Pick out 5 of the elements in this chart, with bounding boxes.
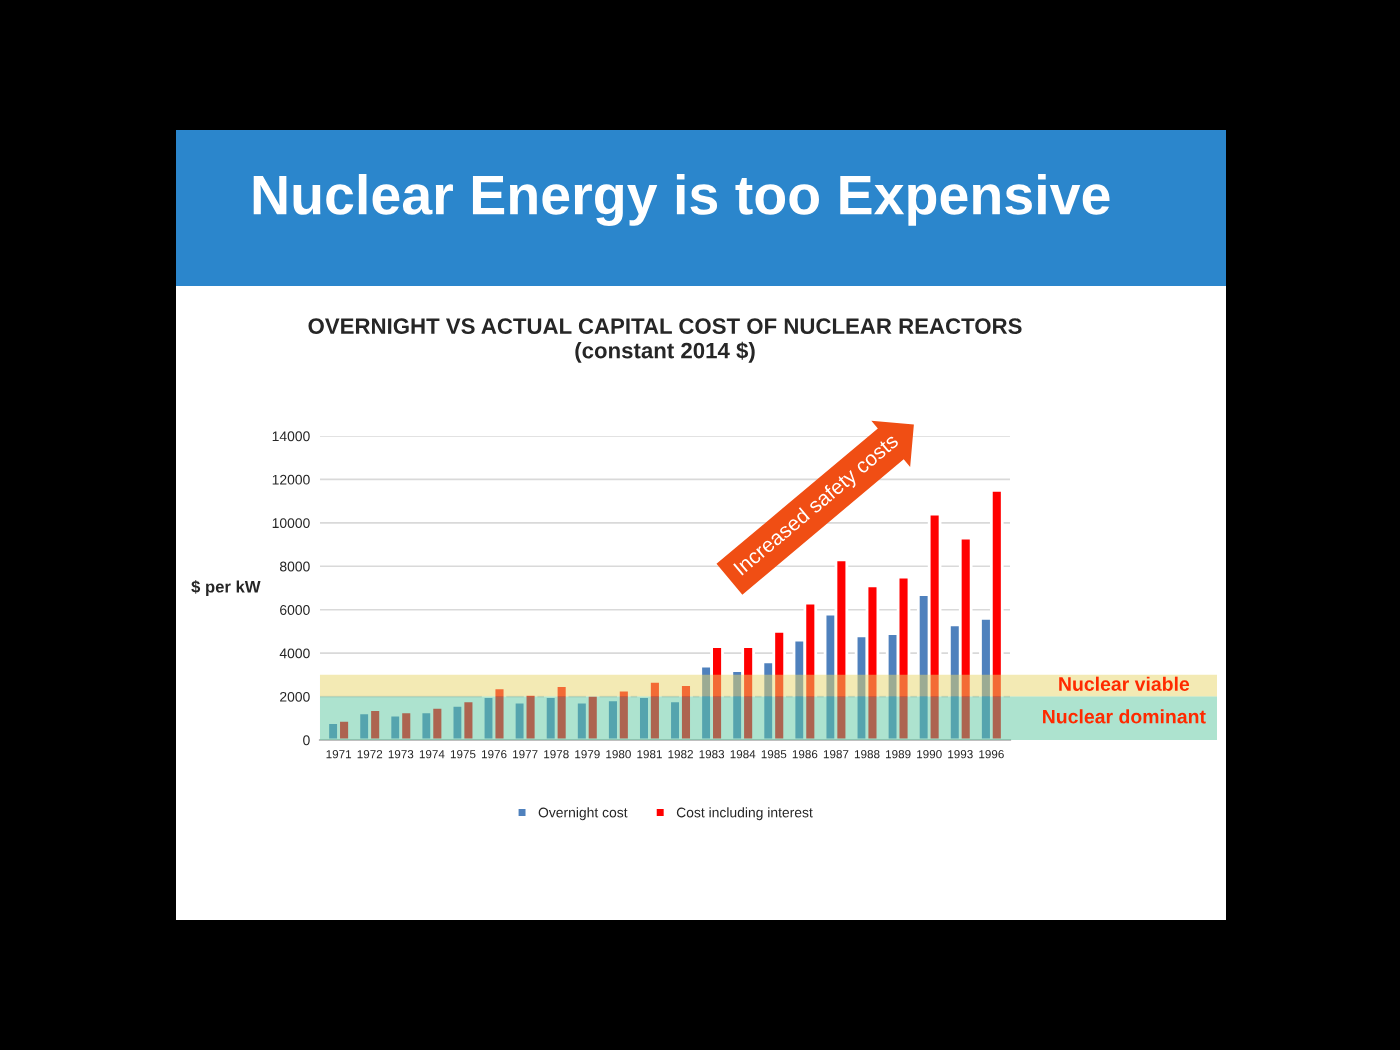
chart-title: Nuclear Energy is too Expensive <box>253 173 1110 227</box>
band-label: Nuclear viable <box>1059 676 1190 691</box>
y-axis-title: $ per kW <box>191 580 261 596</box>
band-label: Nuclear dominant <box>1043 709 1206 724</box>
chart-subtitle: OVERNIGHT VS ACTUAL CAPITAL COST OF NUCLEAR REACTORS (constant 2014 $) <box>308 318 1022 363</box>
